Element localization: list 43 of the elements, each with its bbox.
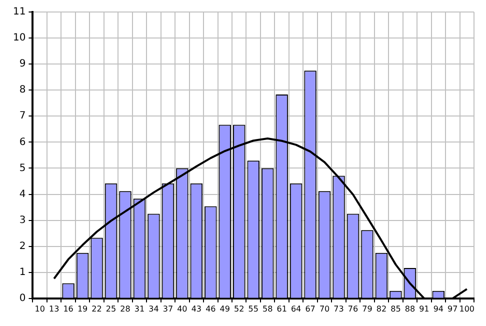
x-tick-label: 97 [448,304,458,314]
x-tick-label: 79 [362,304,372,314]
x-tick-label: 100 [459,304,475,314]
x-tick-label: 46 [206,304,216,314]
x-tick-label: 52 [234,304,244,314]
x-tick-label: 61 [276,304,287,314]
x-tick-label: 37 [162,304,174,314]
x-tick-label: 40 [177,304,188,314]
x-tick-label: 28 [120,304,130,314]
x-tick-label: 64 [290,304,302,314]
x-tick-label: 67 [305,304,316,314]
x-tick-label: 25 [106,304,116,314]
y-tick-label: 8 [19,84,26,96]
y-tick-label: 0 [19,292,26,304]
x-tick-label: 13 [48,304,60,314]
y-tick-label: 1 [19,266,26,278]
x-tick-label: 49 [220,304,230,314]
x-tick-label: 19 [77,304,88,314]
y-tick-label: 7 [19,110,26,122]
y-tick-label: 4 [19,188,26,200]
y-tick-label: 9 [19,58,26,70]
x-tick-label: 43 [191,304,202,314]
y-tick-label: 3 [19,214,26,226]
y-tick-label: 5 [19,162,26,174]
x-tick-label: 31 [134,304,145,314]
x-tick-label: 76 [348,304,358,314]
x-tick-label: 58 [262,304,273,314]
y-tick-label: 10 [12,32,26,44]
y-tick-label: 2 [19,240,26,252]
x-tick-label: 94 [433,304,444,314]
x-tick-label: 91 [419,304,430,314]
x-tick-label: 82 [376,304,387,314]
x-tick-label: 88 [404,304,416,314]
y-tick-label: 6 [19,136,26,148]
x-tick-label: 10 [34,304,45,314]
x-tick-label: 16 [63,304,74,314]
x-tick-label: 70 [319,304,330,314]
y-tick-label: 11 [12,6,26,18]
x-tick-label: 85 [390,304,401,314]
x-tick-label: 34 [148,304,159,314]
x-tick-label: 73 [334,304,344,314]
x-tick-label: 55 [248,304,258,314]
x-tick-label: 22 [92,304,102,314]
